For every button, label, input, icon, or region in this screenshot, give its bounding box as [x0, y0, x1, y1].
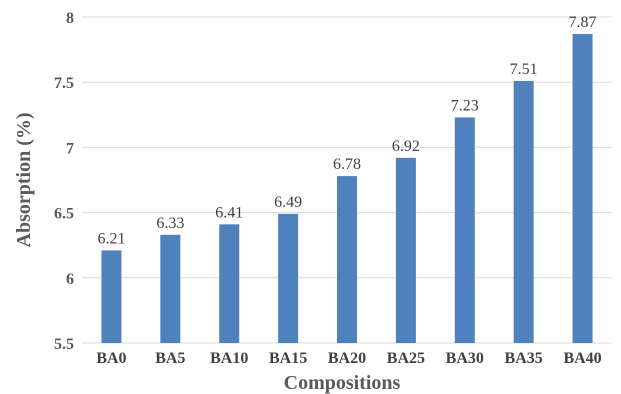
- data-label: 7.87: [569, 14, 597, 31]
- data-label: 6.41: [215, 204, 243, 221]
- y-axis-title: Absorption (%): [13, 112, 35, 247]
- x-tick-labels: BA0 BA5 BA10 BA15 BA20 BA25 BA30 BA35 BA40: [96, 350, 601, 367]
- bar-ba0: [101, 250, 122, 343]
- x-tick-label: BA5: [155, 350, 185, 367]
- y-tick-label: 7: [66, 140, 74, 157]
- x-tick-label: BA0: [96, 350, 126, 367]
- data-label: 6.78: [333, 156, 361, 173]
- data-labels: 6.21 6.33 6.41 6.49 6.78 6.92 7.23 7.51 7.87: [97, 14, 596, 247]
- bar-ba5: [160, 234, 181, 343]
- x-tick-label: BA10: [210, 350, 248, 367]
- bars: [101, 33, 593, 344]
- y-tick-label: 8: [66, 10, 74, 27]
- x-tick-label: BA30: [446, 350, 484, 367]
- bar-ba35: [513, 80, 534, 344]
- x-tick-label: BA15: [269, 350, 307, 367]
- data-label: 6.33: [156, 215, 184, 232]
- y-tick-labels: 5.5 6 6.5 7 7.5 8: [54, 10, 74, 353]
- bar-ba20: [337, 176, 357, 343]
- y-tick-label: 5.5: [54, 336, 74, 353]
- x-tick-label: BA25: [387, 350, 425, 367]
- y-tick-label: 6: [66, 271, 74, 288]
- data-label: 7.51: [510, 61, 538, 78]
- data-label: 6.49: [274, 194, 302, 211]
- x-axis-title: Compositions: [284, 372, 401, 394]
- x-tick-label: BA20: [328, 350, 366, 367]
- bar-ba40: [572, 33, 593, 344]
- bar-ba25: [395, 157, 416, 343]
- bar-ba10: [219, 224, 240, 343]
- y-tick-label: 6.5: [54, 206, 74, 223]
- bar-ba15: [278, 213, 299, 343]
- x-tick-label: BA40: [563, 350, 601, 367]
- y-tick-label: 7.5: [54, 75, 74, 92]
- x-tick-label: BA35: [505, 350, 543, 367]
- data-label: 6.92: [392, 138, 420, 155]
- data-label: 7.23: [451, 97, 479, 114]
- bar-ba30: [454, 117, 475, 344]
- data-label: 6.21: [97, 230, 125, 247]
